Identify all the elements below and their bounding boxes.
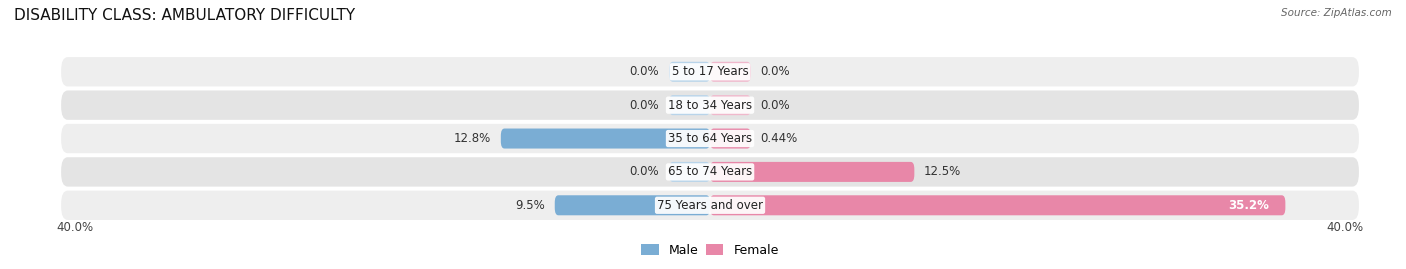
- Text: 0.0%: 0.0%: [630, 165, 659, 178]
- FancyBboxPatch shape: [60, 157, 1360, 187]
- FancyBboxPatch shape: [669, 95, 710, 115]
- Text: 40.0%: 40.0%: [1327, 221, 1364, 235]
- Text: Source: ZipAtlas.com: Source: ZipAtlas.com: [1281, 8, 1392, 18]
- FancyBboxPatch shape: [710, 195, 1285, 215]
- FancyBboxPatch shape: [60, 57, 1360, 86]
- Text: 9.5%: 9.5%: [515, 199, 546, 212]
- Text: 0.0%: 0.0%: [630, 65, 659, 78]
- FancyBboxPatch shape: [669, 162, 710, 182]
- FancyBboxPatch shape: [60, 191, 1360, 220]
- FancyBboxPatch shape: [710, 162, 914, 182]
- FancyBboxPatch shape: [60, 124, 1360, 153]
- Legend: Male, Female: Male, Female: [637, 239, 783, 262]
- FancyBboxPatch shape: [501, 129, 710, 148]
- FancyBboxPatch shape: [710, 95, 751, 115]
- Text: 35 to 64 Years: 35 to 64 Years: [668, 132, 752, 145]
- FancyBboxPatch shape: [710, 129, 751, 148]
- FancyBboxPatch shape: [669, 62, 710, 82]
- FancyBboxPatch shape: [555, 195, 710, 215]
- Text: 40.0%: 40.0%: [56, 221, 93, 235]
- Text: 0.44%: 0.44%: [761, 132, 799, 145]
- Text: 5 to 17 Years: 5 to 17 Years: [672, 65, 748, 78]
- Text: 75 Years and over: 75 Years and over: [657, 199, 763, 212]
- Text: 18 to 34 Years: 18 to 34 Years: [668, 99, 752, 112]
- Text: DISABILITY CLASS: AMBULATORY DIFFICULTY: DISABILITY CLASS: AMBULATORY DIFFICULTY: [14, 8, 356, 23]
- Text: 35.2%: 35.2%: [1229, 199, 1270, 212]
- Text: 65 to 74 Years: 65 to 74 Years: [668, 165, 752, 178]
- FancyBboxPatch shape: [60, 90, 1360, 120]
- FancyBboxPatch shape: [710, 62, 751, 82]
- Text: 12.8%: 12.8%: [454, 132, 491, 145]
- Text: 12.5%: 12.5%: [924, 165, 962, 178]
- Text: 0.0%: 0.0%: [630, 99, 659, 112]
- Text: 0.0%: 0.0%: [761, 65, 790, 78]
- Text: 0.0%: 0.0%: [761, 99, 790, 112]
